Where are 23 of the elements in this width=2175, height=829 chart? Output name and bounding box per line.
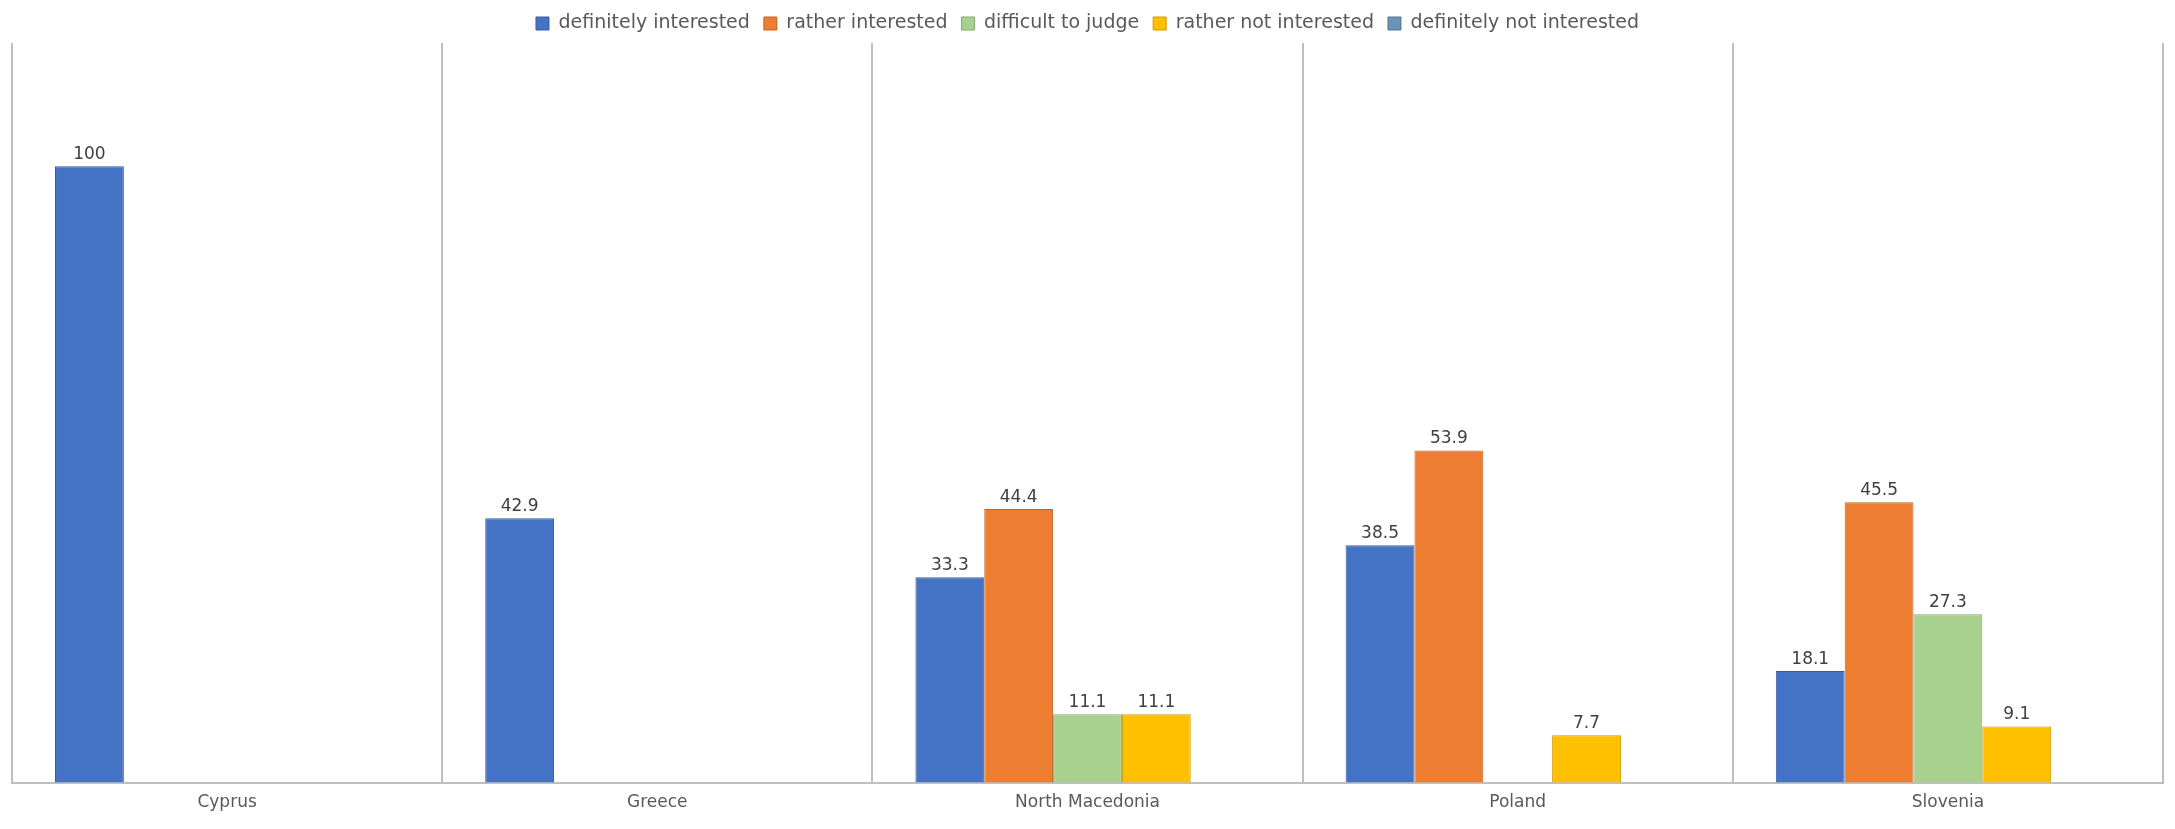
data-label: 45.5 [1860, 479, 1898, 500]
data-label: 7.7 [1573, 712, 1601, 733]
data-label: 33.3 [930, 554, 969, 575]
x-tick-label: North Macedonia [1015, 791, 1160, 812]
legend-label: rather interested [786, 10, 948, 33]
data-label: 38.5 [1361, 522, 1399, 543]
data-label: 42.9 [500, 495, 539, 516]
data-label: 11.1 [1068, 691, 1107, 712]
legend-label: definitely interested [558, 10, 750, 33]
data-label: 100 [73, 143, 106, 164]
x-tick-label: Poland [1489, 791, 1547, 812]
x-tick-label: Greece [627, 791, 688, 812]
data-label: 9.1 [2003, 703, 2031, 724]
legend-label: rather not interested [1175, 10, 1374, 33]
data-label: 53.9 [1429, 427, 1468, 448]
legend-label: difficult to judge [983, 10, 1140, 33]
data-label: 44.4 [999, 485, 1038, 506]
data-label: 27.3 [1928, 591, 1967, 612]
x-tick-label: Slovenia [1911, 791, 1985, 812]
x-tick-label: Cyprus [197, 791, 257, 812]
data-label: 11.1 [1137, 691, 1176, 712]
data-label: 18.1 [1791, 647, 1830, 668]
legend-label: definitely not interested [1410, 10, 1640, 33]
